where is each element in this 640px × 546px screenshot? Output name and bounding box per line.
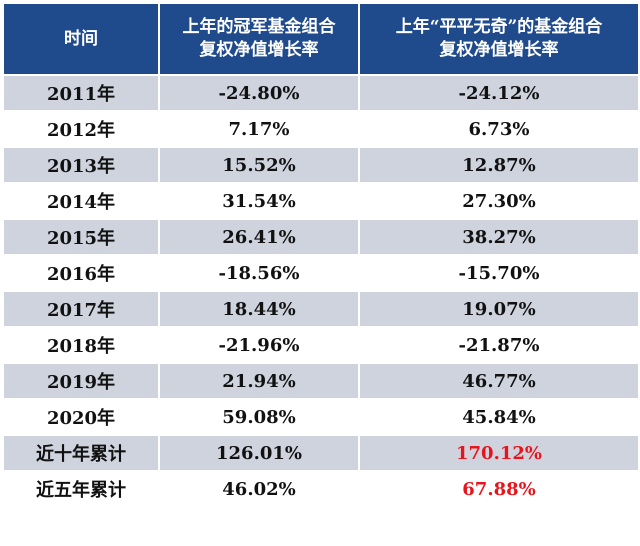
table-row: 2012年 7.17% 6.73% [2, 110, 640, 148]
cell-period: 2019年 [2, 362, 160, 400]
table-row: 2019年 21.94% 46.77% [2, 362, 640, 400]
cell-ordinary-return: 19.07% [358, 290, 640, 328]
cell-period: 近五年累计 [2, 470, 160, 508]
table-row: 2016年 -18.56% -15.70% [2, 254, 640, 292]
cell-period: 2012年 [2, 110, 160, 148]
cell-champion-return: 26.41% [158, 218, 360, 256]
cell-ordinary-return: -15.70% [358, 254, 640, 292]
cell-period: 近十年累计 [2, 434, 160, 472]
table-row-ten-year-total: 近十年累计 126.01% 170.12% [2, 434, 640, 472]
header-champion-returns: 上年的冠军基金组合 复权净值增长率 [158, 2, 360, 76]
header-ordinary-returns: 上年“平平无奇”的基金组合 复权净值增长率 [358, 2, 640, 76]
cell-ordinary-return: 6.73% [358, 110, 640, 148]
cell-ordinary-return: 27.30% [358, 182, 640, 220]
cell-ordinary-return-highlighted: 67.88% [358, 470, 640, 508]
header-ordinary-line-2: 复权净值增长率 [439, 40, 559, 60]
cell-champion-return: -21.96% [158, 326, 360, 364]
cell-champion-return: 59.08% [158, 398, 360, 436]
table-row: 2018年 -21.96% -21.87% [2, 326, 640, 364]
cell-champion-return: 31.54% [158, 182, 360, 220]
cell-champion-return: 15.52% [158, 146, 360, 184]
header-ordinary-line-1: 上年“平平无奇”的基金组合 [395, 17, 603, 37]
cell-champion-return: -18.56% [158, 254, 360, 292]
header-champion-line-1: 上年的冠军基金组合 [182, 17, 336, 37]
cell-ordinary-return: -21.87% [358, 326, 640, 364]
cell-period: 2013年 [2, 146, 160, 184]
cell-ordinary-return: 45.84% [358, 398, 640, 436]
header-champion-line-2: 复权净值增长率 [199, 40, 319, 60]
table-header-row: 时间 上年的冠军基金组合 复权净值增长率 上年“平平无奇”的基金组合 复权净值增… [2, 2, 640, 76]
cell-ordinary-return: 12.87% [358, 146, 640, 184]
cell-period: 2015年 [2, 218, 160, 256]
cell-champion-return: 7.17% [158, 110, 360, 148]
cell-ordinary-return: 46.77% [358, 362, 640, 400]
cell-period: 2016年 [2, 254, 160, 292]
cell-period: 2014年 [2, 182, 160, 220]
cell-period: 2017年 [2, 290, 160, 328]
cell-period: 2011年 [2, 74, 160, 112]
header-period: 时间 [2, 2, 160, 76]
cell-champion-return: 21.94% [158, 362, 360, 400]
cell-ordinary-return: -24.12% [358, 74, 640, 112]
table-row: 2015年 26.41% 38.27% [2, 218, 640, 256]
cell-ordinary-return: 38.27% [358, 218, 640, 256]
cell-champion-return: 126.01% [158, 434, 360, 472]
cell-champion-return: 46.02% [158, 470, 360, 508]
fund-returns-table: 时间 上年的冠军基金组合 复权净值增长率 上年“平平无奇”的基金组合 复权净值增… [2, 2, 640, 508]
cell-period: 2020年 [2, 398, 160, 436]
table-row: 2020年 59.08% 45.84% [2, 398, 640, 436]
table-row: 2014年 31.54% 27.30% [2, 182, 640, 220]
table-row: 2017年 18.44% 19.07% [2, 290, 640, 328]
table-row: 2013年 15.52% 12.87% [2, 146, 640, 184]
table-row: 2011年 -24.80% -24.12% [2, 74, 640, 112]
cell-ordinary-return-highlighted: 170.12% [358, 434, 640, 472]
header-period-text: 时间 [64, 28, 98, 49]
table-row-five-year-total: 近五年累计 46.02% 67.88% [2, 470, 640, 508]
cell-champion-return: 18.44% [158, 290, 360, 328]
cell-period: 2018年 [2, 326, 160, 364]
cell-champion-return: -24.80% [158, 74, 360, 112]
